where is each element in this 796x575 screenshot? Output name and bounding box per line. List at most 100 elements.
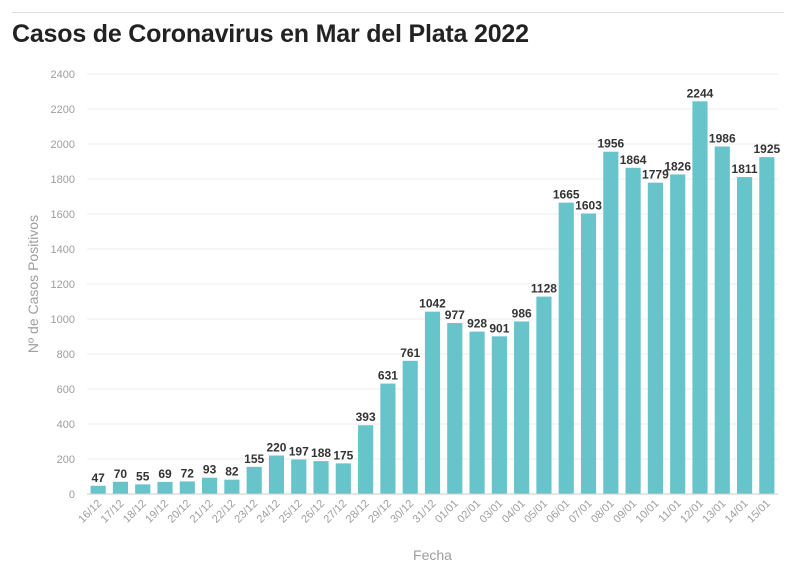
bar [313, 461, 328, 494]
y-tick-label: 800 [57, 349, 75, 361]
y-tick-label: 600 [57, 384, 75, 396]
x-tick-label: 31/12 [411, 498, 439, 526]
x-tick-label: 14/01 [723, 498, 751, 526]
data-label: 393 [356, 410, 376, 424]
y-tick-label: 2000 [51, 139, 75, 151]
data-label: 977 [445, 308, 465, 322]
bar [514, 321, 529, 494]
data-label: 69 [158, 467, 172, 481]
y-tick-label: 1800 [51, 174, 75, 186]
x-tick-label: 18/12 [121, 498, 149, 526]
bar [603, 152, 618, 494]
x-tick-label: 30/12 [388, 498, 416, 526]
x-tick-label: 27/12 [322, 498, 350, 526]
bar [692, 101, 707, 494]
x-tick-label: 12/01 [678, 498, 706, 526]
bar [581, 213, 596, 494]
bar [715, 146, 730, 494]
y-tick-label: 2200 [51, 104, 75, 116]
x-tick-label: 11/01 [656, 498, 683, 525]
y-tick-label: 400 [57, 419, 75, 431]
data-label: 220 [266, 441, 286, 455]
x-tick-label: 08/01 [589, 498, 617, 526]
x-tick-label: 21/12 [188, 498, 216, 526]
bar [470, 332, 485, 494]
x-tick-label: 05/01 [522, 498, 550, 526]
y-axis-title: Nº de Casos Positivos [25, 215, 41, 353]
data-label: 55 [136, 469, 150, 483]
x-tick-label: 07/01 [567, 498, 595, 526]
x-tick-label: 28/12 [344, 498, 372, 526]
data-label: 93 [203, 463, 217, 477]
data-label: 82 [225, 465, 239, 479]
data-label: 1603 [575, 198, 602, 212]
bar [559, 203, 574, 494]
x-tick-label: 17/12 [99, 498, 127, 526]
x-tick-label: 24/12 [255, 498, 283, 526]
data-label: 155 [244, 452, 264, 466]
x-tick-label: 15/01 [745, 498, 773, 526]
y-axis-ticks: 0 200 400 600 800 1000 1200 1400 1600 1800 2000 220… [51, 69, 75, 501]
data-label: 1925 [754, 142, 781, 156]
bar [247, 467, 262, 494]
x-tick-label: 23/12 [232, 498, 260, 526]
bar [492, 336, 507, 494]
bar [269, 456, 284, 495]
y-tick-label: 1200 [51, 279, 75, 291]
bar [626, 168, 641, 494]
bar [358, 425, 373, 494]
data-label: 1826 [664, 159, 691, 173]
x-tick-label: 02/01 [455, 498, 483, 526]
bar [291, 460, 306, 494]
x-tick-label: 09/01 [611, 498, 639, 526]
data-label: 2244 [687, 86, 714, 100]
y-tick-label: 1600 [51, 209, 75, 221]
data-label: 1042 [419, 297, 446, 311]
bar [425, 312, 440, 494]
bar [737, 177, 752, 494]
data-label: 901 [489, 321, 509, 335]
bar [648, 183, 663, 494]
y-tick-label: 200 [57, 454, 75, 466]
data-label: 175 [333, 448, 353, 462]
data-label: 1986 [709, 131, 736, 145]
y-tick-label: 1400 [51, 244, 75, 256]
data-label: 188 [311, 446, 331, 460]
bar [336, 463, 351, 494]
x-tick-label: 10/01 [634, 498, 662, 526]
y-tick-label: 0 [69, 489, 75, 501]
data-label: 72 [181, 466, 195, 480]
data-label: 986 [512, 306, 532, 320]
x-tick-label: 01/01 [433, 498, 461, 526]
data-label: 631 [378, 369, 398, 383]
x-tick-label: 04/01 [500, 498, 528, 526]
data-label: 761 [400, 346, 420, 360]
x-tick-label: 16/12 [76, 498, 104, 526]
x-axis-title: Fecha [413, 547, 452, 563]
data-label: 47 [91, 471, 105, 485]
data-label: 1864 [620, 153, 647, 167]
bar [403, 361, 418, 494]
bar [91, 486, 106, 494]
bar [380, 384, 395, 494]
bar [180, 481, 195, 494]
x-tick-label: 26/12 [299, 498, 327, 526]
x-tick-label: 03/01 [478, 498, 506, 526]
bar [536, 297, 551, 494]
x-axis-ticks: 16/1217/1218/1219/1220/1221/1222/1223/12… [76, 498, 773, 526]
x-tick-label: 19/12 [143, 498, 171, 526]
y-tick-label: 1000 [51, 314, 75, 326]
bar [759, 157, 774, 494]
data-label: 70 [114, 467, 128, 481]
bar [224, 480, 239, 494]
x-tick-label: 06/01 [544, 498, 572, 526]
bar [670, 174, 685, 494]
bar [157, 482, 172, 494]
data-label: 1128 [531, 282, 557, 296]
bar [202, 478, 217, 494]
x-tick-label: 29/12 [366, 498, 394, 526]
x-tick-label: 22/12 [210, 498, 238, 526]
x-tick-label: 13/01 [700, 498, 728, 526]
data-label: 928 [467, 317, 487, 331]
